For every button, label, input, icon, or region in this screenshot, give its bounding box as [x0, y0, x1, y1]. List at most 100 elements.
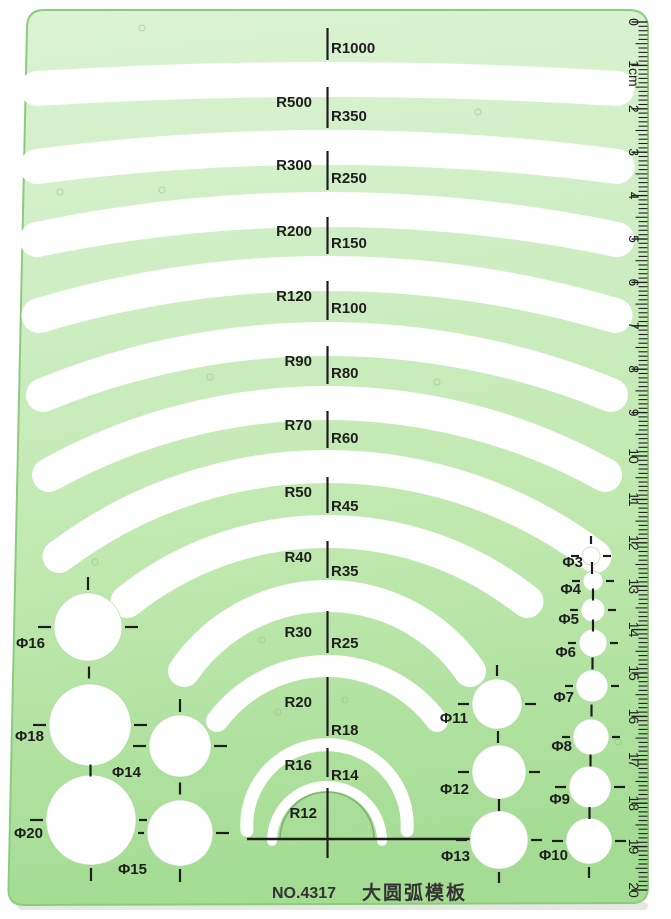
circle-cutout — [471, 678, 523, 730]
arc-radius-label: R350 — [331, 108, 367, 125]
ruler-number: 8 — [626, 365, 642, 373]
arc-slot — [42, 450, 612, 573]
arc-slot — [206, 655, 448, 732]
ruler-number: 12 — [626, 535, 642, 551]
arc-radius-label: R35 — [331, 563, 359, 580]
ruler-number: 2 — [626, 105, 642, 113]
diameter-label: Φ3 — [562, 554, 583, 571]
mold-mark — [206, 373, 214, 381]
arc-slot — [240, 738, 414, 837]
arc-radius-label: R200 — [276, 223, 312, 240]
circle-cutout — [471, 744, 527, 800]
circle-cutout — [146, 799, 214, 867]
circle-cutout — [568, 765, 612, 809]
ruler-number: 16 — [626, 709, 642, 725]
circle-cutout — [572, 718, 610, 756]
arc-radius-label: R16 — [284, 757, 312, 774]
diameter-label: Φ9 — [549, 791, 570, 808]
ruler-number: 20 — [626, 882, 642, 898]
mold-mark — [56, 188, 64, 196]
diameter-label: Φ12 — [440, 781, 469, 798]
circle-cutout — [575, 669, 609, 703]
mold-mark — [433, 378, 441, 386]
arc-radius-label: R14 — [331, 767, 359, 784]
arc-slot — [19, 62, 635, 106]
arc-radius-label: R500 — [276, 94, 312, 111]
ruler-number: 15 — [626, 665, 642, 681]
arc-slot — [26, 321, 628, 412]
arc-radius-label: R45 — [331, 498, 359, 515]
arc-radius-label: R40 — [284, 549, 312, 566]
arc-radius-label: R90 — [284, 353, 312, 370]
diameter-label: Φ8 — [551, 738, 572, 755]
mold-mark — [91, 558, 99, 566]
diameter-label: Φ4 — [560, 581, 581, 598]
ruler-number: 1cm — [626, 60, 642, 86]
circle-cutout — [580, 597, 606, 623]
diameter-label: Φ20 — [14, 825, 43, 842]
circle-cutout — [48, 683, 132, 767]
arc-slot — [267, 781, 387, 846]
ruler-number: 18 — [626, 795, 642, 811]
arc-radius-label: R80 — [331, 365, 359, 382]
arc-radius-label: R300 — [276, 157, 312, 174]
ruler-number: 13 — [626, 578, 642, 594]
arc-slot — [32, 386, 622, 492]
arc-radius-label: R25 — [331, 635, 359, 652]
arc-radius-label: R1000 — [331, 40, 375, 57]
diameter-label: Φ13 — [441, 848, 470, 865]
mold-mark — [341, 696, 349, 704]
circle-cutout — [469, 810, 529, 870]
arc-slot — [19, 130, 635, 184]
ruler-number: 9 — [626, 409, 642, 417]
arc-radius-label: R18 — [331, 722, 359, 739]
mold-mark — [614, 738, 622, 746]
circle-cutout — [565, 817, 613, 865]
arc-slot — [21, 256, 633, 333]
ruler-number: 11 — [626, 492, 642, 507]
arc-radius-label: R250 — [331, 170, 367, 187]
ruler-number: 3 — [626, 148, 642, 156]
ruler-number: 7 — [626, 322, 642, 330]
diameter-label: Φ18 — [15, 728, 44, 745]
ruler-number: 5 — [626, 235, 642, 243]
circle-cutout — [148, 714, 212, 778]
ruler-number: 17 — [626, 752, 642, 768]
arc-radius-label: R100 — [331, 300, 367, 317]
arc-radius-label: R150 — [331, 235, 367, 252]
arc-radius-label: R50 — [284, 484, 312, 501]
mold-mark — [274, 708, 282, 716]
diameter-label: Φ6 — [555, 644, 576, 661]
diameter-label: Φ14 — [112, 764, 142, 781]
ruler-number: 19 — [626, 839, 642, 855]
model-number: NO.4317 — [272, 885, 336, 902]
diameter-label: Φ15 — [118, 861, 147, 878]
circle-cutout — [53, 592, 123, 662]
arc-radius-label: R30 — [284, 624, 312, 641]
arc-radius-label: R20 — [284, 694, 312, 711]
mold-mark — [258, 636, 266, 644]
arc-radius-label: R120 — [276, 288, 312, 305]
arc-slot — [19, 192, 635, 257]
diameter-label: Φ5 — [558, 611, 579, 628]
arc-radius-label: R12 — [289, 805, 317, 822]
mold-mark — [474, 108, 482, 116]
arc-radius-label: R70 — [284, 417, 312, 434]
circle-cutout — [578, 628, 608, 658]
diameter-label: Φ16 — [16, 635, 45, 652]
product-title: 大圆弧模板 — [362, 881, 467, 904]
diameter-label: Φ7 — [553, 689, 574, 706]
arc-slot — [168, 580, 486, 687]
generated-content: R1000 R500 R350 R300 R250 R200 R150 R120 R100 R90… — [14, 18, 648, 898]
arc-slot — [110, 515, 544, 618]
ruler-number: 14 — [626, 622, 642, 638]
ruler-number: 6 — [626, 279, 642, 287]
mold-mark — [158, 186, 166, 194]
circle-cutout — [45, 774, 137, 866]
ruler-number: 4 — [626, 192, 642, 200]
ruler-number: 10 — [626, 448, 642, 464]
diameter-label: Φ10 — [539, 847, 568, 864]
arc-radius-label: R60 — [331, 430, 359, 447]
